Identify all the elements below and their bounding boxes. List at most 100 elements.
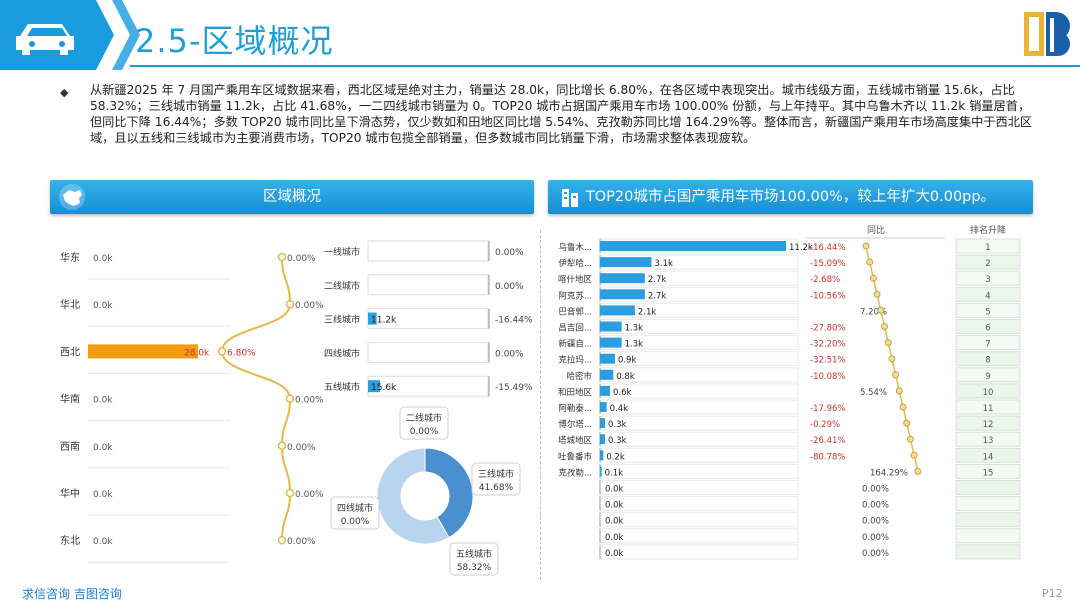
donut-slice-name: 三线城市: [478, 468, 514, 480]
city-label: 塔城地区: [558, 435, 593, 446]
rank-cell: [955, 238, 1021, 254]
city-bar: [600, 289, 645, 300]
tier-bar-frame: [367, 274, 489, 296]
city-bar: [600, 273, 645, 284]
city-value-label: 0.3k: [608, 436, 627, 446]
tier-yoy-label: 0.00%: [495, 349, 524, 359]
tier-bar-frame: [367, 240, 489, 262]
donut-callout-box: [330, 496, 380, 530]
donut-slice-name: 四线城市: [337, 502, 373, 514]
rank-cell: [955, 496, 1021, 512]
region-value-label: 0.0k: [93, 396, 113, 406]
city-value-label: 0.8k: [616, 372, 635, 382]
rank-cell: [955, 463, 1021, 479]
region-yoy-point: [277, 441, 287, 451]
city-yoy-label: -0.29%: [810, 420, 840, 430]
city-yoy-point: [910, 451, 918, 459]
city-value-label: 0.0k: [605, 549, 624, 559]
city-label: 和田地区: [558, 387, 593, 398]
city-value-label: 0.9k: [618, 356, 637, 366]
city-yoy-point: [899, 403, 907, 411]
rank-label: 2: [985, 259, 990, 269]
donut-callout-box: [449, 542, 499, 576]
tier-yoy-label: -15.49%: [495, 383, 533, 393]
city-label: 阿勒泰...: [558, 403, 592, 414]
header-band: [0, 0, 1080, 70]
region-label: 西南: [60, 440, 80, 453]
city-yoy-label: 0.00%: [862, 501, 889, 511]
region-yoy-point: [285, 394, 295, 403]
donut-slice-name: 五线城市: [456, 548, 492, 560]
rank-label: 3: [985, 275, 990, 285]
city-yoy-label: -10.56%: [810, 291, 845, 301]
city-yoy-point: [892, 371, 900, 379]
city-label: 乌鲁木...: [558, 242, 592, 253]
rank-cell: [955, 383, 1021, 399]
city-row-frame: [599, 512, 799, 528]
rank-cell: [955, 399, 1021, 415]
region-label: 华南: [60, 393, 80, 406]
rank-cell: [955, 512, 1021, 528]
city-yoy-label: 0.00%: [862, 533, 889, 543]
city-value-label: 3.1k: [654, 259, 673, 269]
city-bar: [600, 257, 652, 268]
city-yoy-label: 0.00%: [862, 485, 889, 495]
city-label: 哈密市: [566, 371, 592, 382]
city-value-label: 0.0k: [605, 533, 624, 543]
city-value-label: 1.3k: [625, 324, 644, 334]
region-value-label: 0.0k: [93, 443, 113, 453]
donut-slice-value: 0.00%: [341, 517, 370, 527]
page-title: 2.5-区域概况: [135, 22, 334, 60]
city-value-label: 0.0k: [605, 485, 624, 495]
china-map-icon: [59, 184, 85, 210]
city-row-frame: [599, 431, 799, 447]
city-row-frame: [599, 544, 799, 560]
rank-label: 13: [983, 436, 994, 446]
city-label: 博尔塔...: [558, 419, 592, 430]
city-yoy-label: 7.20%: [860, 307, 887, 317]
rank-cell: [955, 528, 1021, 544]
city-yoy-label: 0.00%: [862, 517, 889, 527]
city-yoy-label: -15.09%: [810, 259, 845, 269]
rank-cell: [955, 415, 1021, 431]
rank-cell: [955, 286, 1021, 302]
rank-label: 4: [985, 291, 990, 301]
city-label: 吐鲁番市: [558, 451, 593, 462]
city-yoy-label: -17.96%: [810, 404, 845, 414]
region-yoy-point: [285, 299, 295, 309]
city-bar: [600, 353, 615, 364]
region-value-label: 0.0k: [93, 490, 113, 500]
city-bar: [600, 241, 786, 251]
city-value-label: 0.4k: [610, 404, 629, 414]
left-panel-title: 区域概况: [263, 189, 321, 205]
city-value-label: 2.7k: [648, 291, 667, 301]
rank-cell: [955, 447, 1021, 463]
left-panel-header: 区域概况: [50, 180, 534, 214]
city-yoy-point: [877, 306, 885, 314]
region-yoy-point: [277, 252, 287, 262]
rank-cell: [955, 431, 1021, 447]
city-yoy-label: -27.80%: [810, 324, 845, 334]
city-yoy-point: [906, 435, 914, 443]
city-yoy-point: [881, 323, 888, 330]
donut-slice: [424, 447, 474, 539]
city-yoy-label: -26.41%: [810, 436, 845, 446]
donut-callout-box: [471, 462, 521, 496]
rank-label: 1: [985, 243, 990, 253]
rank-label: 10: [983, 388, 994, 398]
tier-bar: [368, 380, 380, 393]
city-yoy-label: -32.51%: [810, 356, 845, 366]
city-label: 克孜勒...: [558, 467, 592, 478]
city-bar: [600, 337, 622, 348]
region-value-label: 0.0k: [93, 537, 113, 547]
city-value-label: 0.1k: [605, 468, 624, 478]
city-bar: [600, 369, 614, 380]
rank-label: 8: [985, 356, 990, 366]
region-bar: [88, 344, 198, 359]
city-yoy-point: [914, 467, 922, 475]
rank-cell: [955, 270, 1021, 286]
tier-label: 二线城市: [324, 280, 360, 292]
city-value-label: 0.6k: [613, 388, 632, 398]
panel-divider: [540, 230, 541, 580]
